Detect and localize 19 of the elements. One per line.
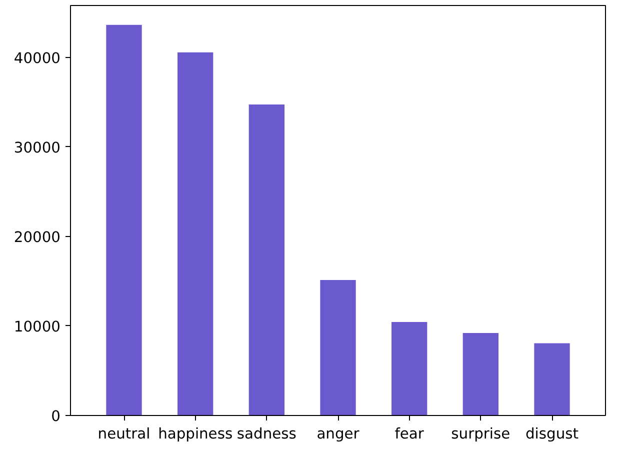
x-tick-label: fear bbox=[394, 426, 425, 442]
y-tick-label: 20000 bbox=[14, 228, 60, 246]
y-tick-label: 10000 bbox=[14, 318, 60, 336]
x-tick-label: anger bbox=[316, 426, 360, 442]
bar bbox=[178, 52, 214, 416]
x-tick-label: disgust bbox=[526, 426, 579, 442]
bar bbox=[248, 104, 284, 416]
bar bbox=[392, 322, 428, 416]
bar bbox=[320, 280, 356, 416]
bar bbox=[462, 333, 498, 416]
y-tick-label: 30000 bbox=[14, 139, 60, 156]
bar bbox=[534, 343, 570, 416]
x-tick-label: happiness bbox=[158, 426, 233, 442]
bar bbox=[106, 24, 142, 416]
y-tick-label: 40000 bbox=[14, 50, 60, 67]
x-tick-label: neutral bbox=[98, 426, 150, 442]
y-tick-label: 0 bbox=[51, 408, 61, 425]
x-tick-label: sadness bbox=[236, 426, 296, 442]
x-tick-label: surprise bbox=[451, 426, 510, 442]
